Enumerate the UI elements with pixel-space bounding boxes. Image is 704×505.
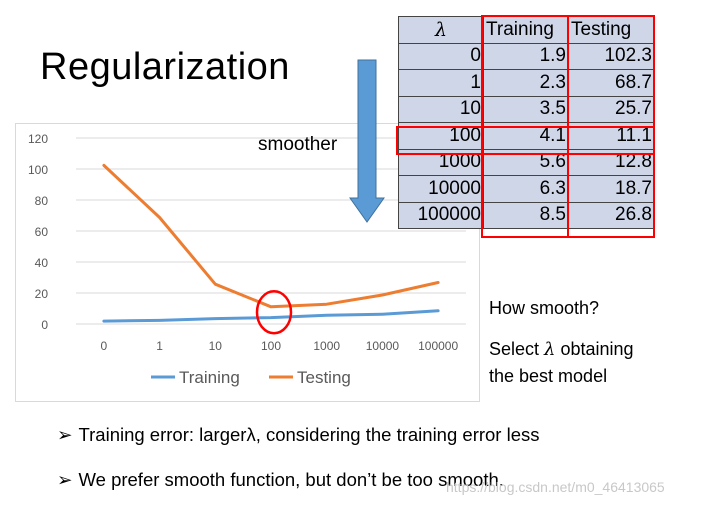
y-tick-label: 40 bbox=[35, 256, 49, 270]
y-tick-label: 0 bbox=[41, 318, 48, 332]
cell-testing: 26.8 bbox=[568, 201, 655, 229]
watermark: https://blog.csdn.net/m0_46413065 bbox=[446, 479, 665, 495]
table-row: 10000 6.3 18.7 bbox=[398, 175, 655, 203]
cell-training: 6.3 bbox=[483, 175, 569, 203]
cell-training: 1.9 bbox=[483, 42, 569, 70]
bullet-smooth-function: ➢ We prefer smooth function, but don’t be… bbox=[57, 469, 504, 491]
y-tick-label: 60 bbox=[35, 225, 49, 239]
cell-lambda: 0 bbox=[398, 42, 484, 70]
cell-training: 3.5 bbox=[483, 95, 569, 123]
cell-lambda: 10000 bbox=[398, 175, 484, 203]
cell-testing: 102.3 bbox=[568, 42, 655, 70]
cell-training: 4.1 bbox=[483, 122, 569, 150]
y-tick-label: 100 bbox=[28, 163, 48, 177]
x-tick-label: 100 bbox=[261, 339, 281, 353]
table-header-row: λ Training Testing bbox=[398, 16, 655, 44]
select-lambda-symbol: λ bbox=[544, 339, 556, 360]
how-smooth-text: How smooth? bbox=[489, 298, 600, 318]
select-lambda-after: obtaining bbox=[555, 339, 634, 359]
highlight-circle bbox=[255, 289, 293, 335]
cell-lambda: 1 bbox=[398, 69, 484, 97]
y-tick-label: 80 bbox=[35, 194, 49, 208]
y-tick-label: 20 bbox=[35, 287, 49, 301]
table-row: 10 3.5 25.7 bbox=[398, 95, 655, 123]
series-line-training bbox=[102, 309, 440, 323]
x-tick-label: 10 bbox=[209, 339, 223, 353]
cell-testing: 12.8 bbox=[568, 148, 655, 176]
bullet-arrow-icon: ➢ bbox=[57, 424, 73, 445]
x-tick-label: 1 bbox=[156, 339, 163, 353]
header-lambda: λ bbox=[398, 16, 484, 44]
chart-svg: 0 20 40 60 80 100 120 0 1 10 100 1000 10000 100000 Tra… bbox=[28, 132, 466, 387]
best-model-text: the best model bbox=[489, 366, 608, 386]
legend-label-training: Training bbox=[179, 368, 240, 387]
cell-lambda: 10 bbox=[398, 95, 484, 123]
lambda-table: λ Training Testing 0 1.9 102.3 1 2.3 68.7 10 3.… bbox=[398, 16, 655, 229]
cell-lambda: 1000 bbox=[398, 148, 484, 176]
legend-label-testing: Testing bbox=[297, 368, 351, 387]
cell-training: 2.3 bbox=[483, 69, 569, 97]
x-tick-label: 1000 bbox=[313, 339, 340, 353]
x-tick-label: 100000 bbox=[418, 339, 458, 353]
header-training: Training bbox=[483, 16, 569, 44]
table-row: 1000 5.6 12.8 bbox=[398, 148, 655, 176]
cell-testing: 11.1 bbox=[568, 122, 655, 150]
header-testing: Testing bbox=[568, 16, 655, 44]
bullet-smooth-function-text: We prefer smooth function, but don’t be … bbox=[78, 469, 504, 490]
table-row: 0 1.9 102.3 bbox=[398, 42, 655, 70]
cell-testing: 68.7 bbox=[568, 69, 655, 97]
x-tick-label: 10000 bbox=[366, 339, 400, 353]
slide-title: Regularization bbox=[40, 46, 290, 88]
bullet-training-error: ➢ Training error: largerλ, considering th… bbox=[57, 424, 540, 446]
table-row: 1 2.3 68.7 bbox=[398, 69, 655, 97]
cell-testing: 25.7 bbox=[568, 95, 655, 123]
cell-lambda: 100000 bbox=[398, 201, 484, 229]
cell-training: 8.5 bbox=[483, 201, 569, 229]
select-lambda-text: Select λ obtaining bbox=[489, 337, 634, 362]
cell-training: 5.6 bbox=[483, 148, 569, 176]
x-tick-label: 0 bbox=[101, 339, 108, 353]
down-arrow-icon bbox=[349, 59, 385, 223]
bullet-training-error-text: Training error: largerλ, considering the… bbox=[78, 424, 540, 445]
table-row: 100000 8.5 26.8 bbox=[398, 201, 655, 229]
series-line-testing bbox=[102, 163, 440, 309]
cell-testing: 18.7 bbox=[568, 175, 655, 203]
table-row: 100 4.1 11.1 bbox=[398, 122, 655, 150]
cell-lambda: 100 bbox=[398, 122, 484, 150]
select-lambda-before: Select bbox=[489, 339, 545, 359]
smoother-label: smoother bbox=[258, 134, 338, 155]
bullet-arrow-icon: ➢ bbox=[57, 469, 73, 490]
y-tick-label: 120 bbox=[28, 132, 48, 146]
